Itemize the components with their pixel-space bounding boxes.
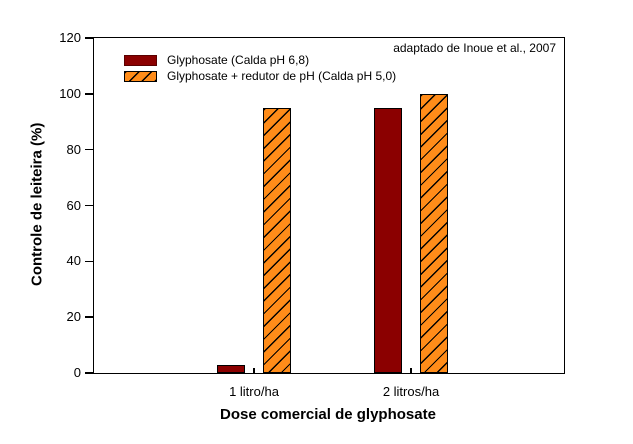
y-tick-label: 20 [66, 309, 81, 325]
x-category-label: 2 litros/ha [382, 384, 440, 399]
source-annotation: adaptado de Inoue et al., 2007 [393, 41, 556, 55]
y-axis-tick [85, 204, 93, 207]
legend-item-glyphosate: Glyphosate (Calda pH 6,8) [124, 52, 396, 68]
y-tick-label: 80 [66, 141, 81, 157]
bar-series2-1 [263, 107, 291, 373]
y-axis-tick [85, 37, 93, 39]
y-axis-tick [85, 316, 93, 318]
y-axis-tick [85, 260, 93, 263]
legend-item-glyphosate-redutor: Glyphosate + redutor de pH (Calda pH 5,0… [124, 68, 396, 84]
y-axis-tick [85, 372, 93, 374]
y-axis-tick [85, 93, 93, 95]
bar-series1-1 [217, 364, 245, 373]
bar-series2-2 [420, 93, 448, 373]
x-axis-tick [410, 368, 412, 373]
x-axis-tick [253, 368, 255, 373]
legend-label-glyphosate-redutor: Glyphosate + redutor de pH (Calda pH 5,0… [167, 69, 397, 83]
y-tick-label: 120 [59, 30, 81, 45]
bar-series1-2 [374, 107, 402, 373]
y-tick-label: 100 [59, 85, 81, 101]
y-tick-label: 0 [73, 365, 81, 380]
y-axis-tick [85, 148, 93, 151]
legend-swatch-hatched-icon [124, 70, 157, 82]
y-tick-label: 40 [66, 253, 81, 269]
plot-area: adaptado de Inoue et al., 2007 Glyphosat… [59, 30, 565, 399]
legend: Glyphosate (Calda pH 6,8) Glyphosate + r… [124, 52, 396, 84]
legend-swatch-solid-icon [124, 54, 157, 66]
x-axis-title: Dose comercial de glyphosate [220, 406, 436, 423]
x-category-label: 1 litro/ha [229, 384, 279, 399]
legend-label-glyphosate: Glyphosate (Calda pH 6,8) [167, 53, 310, 67]
y-tick-label: 60 [66, 197, 81, 213]
